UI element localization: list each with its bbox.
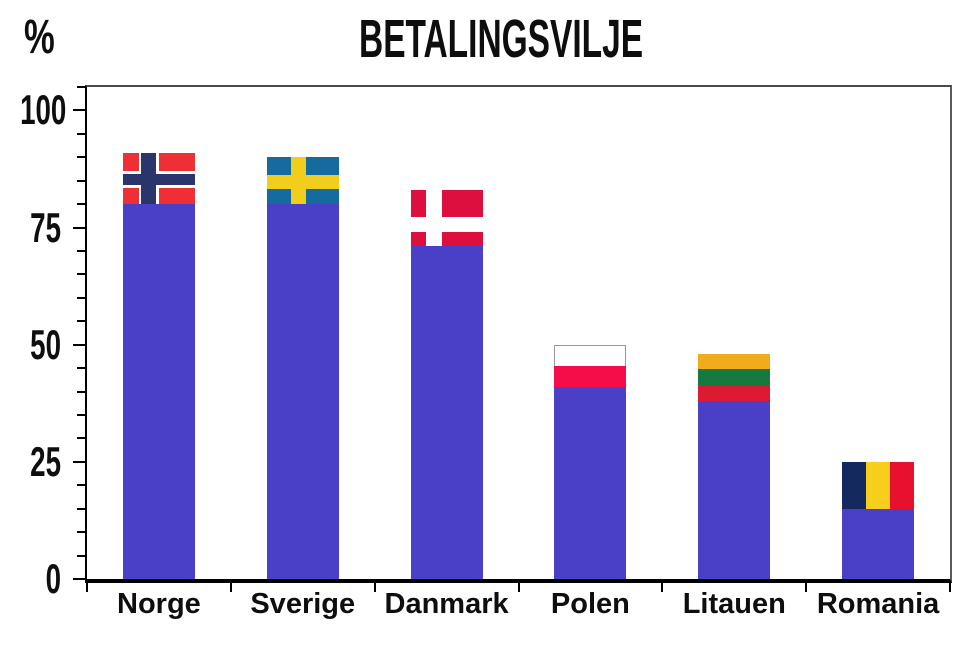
lithuania-flag-green-stripe (698, 368, 771, 386)
y-axis-minor-tick (77, 156, 85, 159)
x-axis-tick (805, 583, 808, 592)
denmark-flag-segment (410, 190, 483, 247)
bar-group-polen: Polen (551, 87, 630, 620)
y-axis-minor-tick (77, 132, 85, 135)
y-axis-major-tick (73, 343, 85, 346)
y-axis-minor-tick (77, 250, 85, 252)
y-axis-minor-tick (77, 273, 85, 276)
bar-polen (554, 386, 627, 579)
y-axis-minor-tick (77, 296, 85, 299)
y-axis-minor-tick (77, 203, 85, 206)
y-tick-label-50: 50 (30, 320, 62, 368)
x-axis-tick (86, 583, 88, 592)
bar-group-danmark: Danmark (385, 87, 509, 620)
y-axis-major-tick (73, 460, 85, 463)
bar-group-sverige: Sverige (250, 87, 355, 620)
poland-flag-red-stripe (554, 365, 627, 387)
chart-title: BETALINGSVILJE (21, 8, 960, 70)
bar-norge (122, 204, 195, 579)
x-axis-tick (661, 583, 664, 592)
romania-flag-segment (842, 461, 915, 509)
y-tick-label-25: 25 (30, 437, 62, 485)
category-label-danmark: Danmark (384, 588, 509, 620)
y-axis-major-tick (73, 578, 85, 580)
bar-litauen (698, 400, 771, 579)
lithuania-flag-yellow-stripe (698, 354, 771, 369)
category-label-litauen: Litauen (682, 588, 786, 620)
y-tick-label-75: 75 (30, 203, 62, 251)
bar-group-norge: Norge (117, 87, 201, 620)
sweden-flag-segment (266, 157, 339, 205)
bar-sverige (266, 204, 339, 579)
norway-flag-cross-inner-horizontal (122, 173, 195, 185)
lithuania-flag-segment (698, 354, 771, 401)
bar-group-litauen: Litauen (683, 87, 786, 620)
y-axis-minor-tick (77, 367, 85, 370)
poland-flag-white-stripe (554, 344, 627, 366)
y-axis-minor-tick (77, 437, 85, 440)
y-axis-minor-tick (77, 320, 85, 323)
denmark-flag-cross-horizontal (410, 217, 483, 232)
y-axis-minor-tick (77, 390, 85, 393)
romania-flag-yellow-stripe (866, 461, 891, 509)
y-axis-minor-tick (77, 507, 85, 510)
category-label-polen: Polen (550, 588, 630, 620)
category-label-sverige: Sverige (250, 588, 356, 620)
x-axis-tick (949, 583, 951, 592)
plot-area: Norge Sverige Danmark (20, 85, 952, 620)
y-axis-major-tick (73, 226, 85, 229)
y-axis-minor-tick (77, 484, 85, 487)
romania-flag-red-stripe (890, 461, 915, 509)
chart-title-text: BETALINGSVILJE (359, 9, 643, 69)
y-axis-minor-tick (77, 414, 85, 416)
y-axis-minor-tick (77, 531, 85, 534)
norway-flag-segment (122, 152, 195, 205)
x-axis-tick (373, 583, 376, 592)
y-axis-unit-label: % (24, 11, 55, 64)
y-tick-label-0: 0 (45, 555, 62, 602)
sweden-flag-cross-horizontal (266, 174, 339, 189)
category-label-romania: Romania (816, 588, 940, 620)
poland-flag-segment (554, 344, 627, 387)
category-label-norge: Norge (117, 588, 201, 620)
y-axis-major-tick (73, 109, 85, 112)
y-axis-minor-tick (77, 179, 85, 182)
y-axis-minor-tick (77, 86, 85, 88)
y-axis-minor-tick (77, 554, 85, 557)
y-tick-label-100: 100 (20, 86, 67, 134)
bar-danmark (410, 246, 483, 579)
x-axis-tick (517, 583, 520, 592)
x-axis-tick (229, 583, 232, 592)
romania-flag-blue-stripe (842, 461, 867, 509)
bar-group-romania: Romania (817, 87, 939, 620)
lithuania-flag-red-stripe (698, 385, 771, 401)
bar-romania (842, 508, 915, 579)
